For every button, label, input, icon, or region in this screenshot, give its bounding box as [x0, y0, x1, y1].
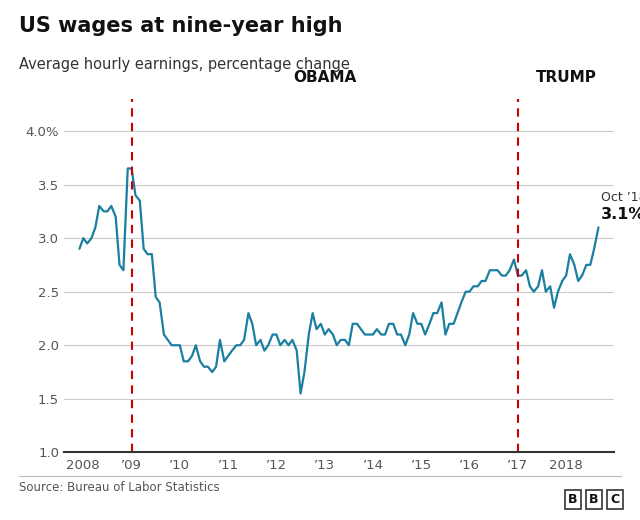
Text: US wages at nine-year high: US wages at nine-year high: [19, 16, 342, 35]
Text: Oct ’18: Oct ’18: [601, 191, 640, 204]
Text: C: C: [611, 493, 620, 505]
Text: Average hourly earnings, percentage change: Average hourly earnings, percentage chan…: [19, 57, 350, 72]
Text: 3.1%: 3.1%: [601, 207, 640, 222]
Text: B: B: [589, 493, 598, 505]
Text: TRUMP: TRUMP: [536, 70, 596, 85]
Text: OBAMA: OBAMA: [293, 70, 356, 85]
Text: Source: Bureau of Labor Statistics: Source: Bureau of Labor Statistics: [19, 481, 220, 494]
Text: B: B: [568, 493, 577, 505]
